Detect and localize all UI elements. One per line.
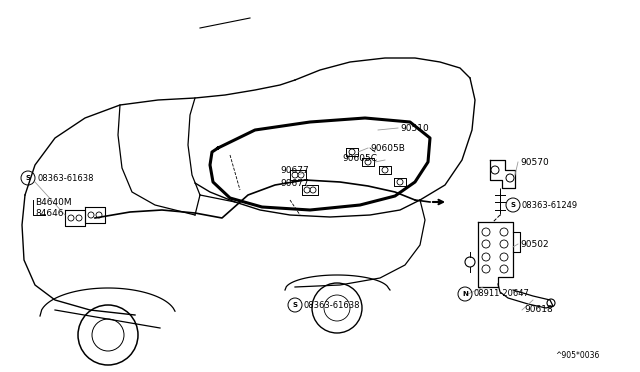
Text: 08363-61249: 08363-61249 <box>522 201 578 209</box>
Text: 90510: 90510 <box>400 124 429 132</box>
Text: S: S <box>292 302 298 308</box>
Text: S: S <box>511 202 515 208</box>
Text: B4640M: B4640M <box>35 198 72 206</box>
Text: 08911-20647: 08911-20647 <box>474 289 530 298</box>
Text: N: N <box>462 291 468 297</box>
Text: 90502: 90502 <box>520 240 548 248</box>
Text: 08363-61638: 08363-61638 <box>37 173 93 183</box>
Text: 90677: 90677 <box>280 179 308 187</box>
Text: ^905*0036: ^905*0036 <box>555 350 600 359</box>
Text: S: S <box>26 175 31 181</box>
Text: 90605C: 90605C <box>342 154 377 163</box>
Text: 90677: 90677 <box>280 166 308 174</box>
Text: 90570: 90570 <box>520 157 548 167</box>
Text: 84646: 84646 <box>35 208 63 218</box>
Text: 08363-61638: 08363-61638 <box>304 301 360 310</box>
Text: 90605B: 90605B <box>370 144 405 153</box>
Text: 90618: 90618 <box>524 305 553 314</box>
